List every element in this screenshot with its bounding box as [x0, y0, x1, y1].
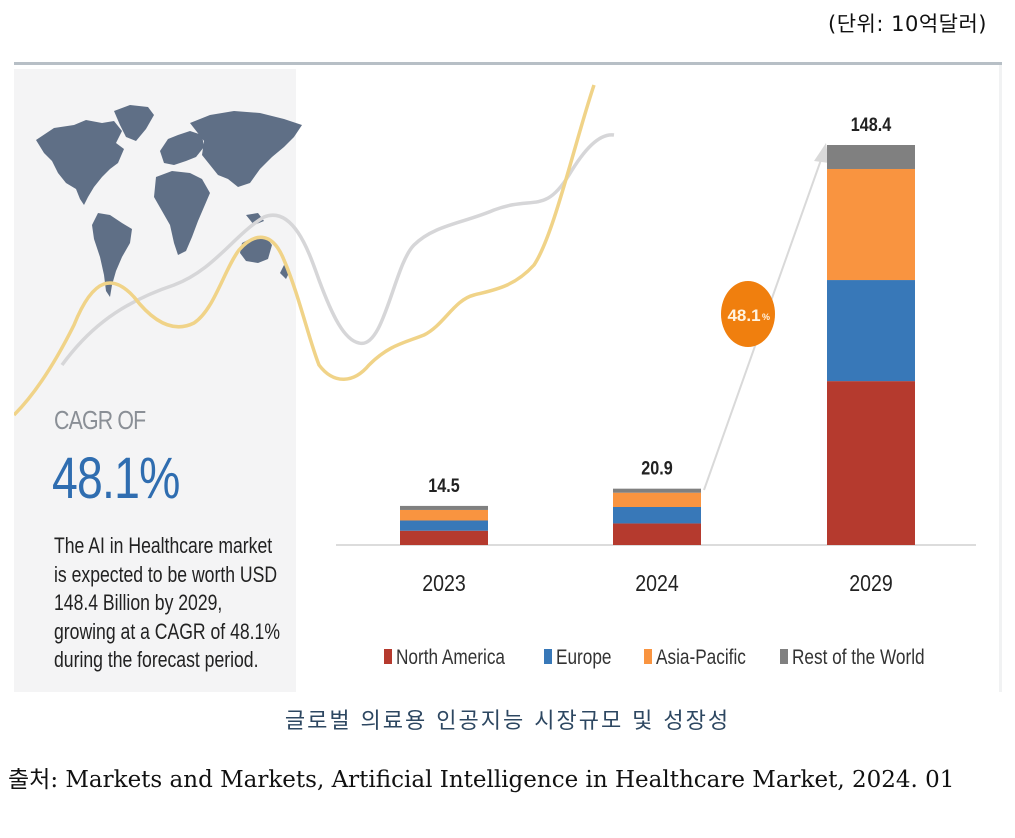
cagr-badge-percent: % [762, 312, 770, 322]
legend-label: North America [396, 647, 505, 670]
bar-segment-asia-pacific-2024 [613, 492, 701, 507]
market-description: The AI in Healthcare market is expected … [54, 532, 310, 675]
description-line: The AI in Healthcare market [54, 533, 273, 558]
x-tick-2023: 2023 [422, 571, 465, 597]
legend-swatch [644, 649, 652, 664]
bar-segment-north-america-2023 [400, 530, 488, 545]
bar-segment-north-america-2024 [613, 523, 701, 545]
legend-swatch [544, 649, 552, 664]
legend: North America Europe Asia-Pacific Rest of t… [384, 647, 925, 670]
source-citation: 출처: Markets and Markets, Artificial Inte… [8, 767, 955, 793]
description-line: 148.4 Billion by 2029, [54, 590, 223, 615]
cagr-badge-circle [721, 281, 775, 347]
bar-segment-asia-pacific-2023 [400, 509, 488, 521]
legend-swatch [384, 649, 392, 664]
bar-segment-europe-2024 [613, 506, 701, 524]
map-australia [240, 237, 272, 263]
cagr-badge-text: 48.1 [727, 306, 760, 325]
growth-arrow-head [814, 143, 829, 163]
bar-segment-north-america-2029 [827, 381, 915, 545]
legend-item-europe: Europe [544, 647, 611, 670]
legend-label: Europe [556, 647, 611, 670]
x-tick-2024: 2024 [635, 571, 679, 597]
map-greenland [114, 105, 154, 141]
legend-item-north-america: North America [384, 647, 505, 670]
bar-segment-rest-of-the-world-2023 [400, 505, 488, 510]
legend-label: Asia-Pacific [656, 647, 746, 670]
bar-segment-asia-pacific-2029 [827, 168, 915, 281]
description-line: is expected to be worth USD [54, 561, 278, 587]
figure-caption: 글로벌 의료용 인공지능 시장규모 및 성장성 [284, 709, 731, 734]
map-islands [246, 213, 290, 279]
map-africa [154, 171, 210, 255]
unit-label: (단위: 10억달러) [828, 12, 987, 36]
decorative-curve-gold [14, 84, 596, 417]
map-europe [160, 131, 204, 165]
cagr-label: CAGR OF [54, 405, 146, 435]
map-asia [190, 111, 302, 187]
total-label-2029: 148.4 [851, 114, 892, 136]
x-tick-labels: 2023 2024 2029 [422, 571, 892, 597]
description-line: growing at a CAGR of 48.1% [54, 618, 280, 644]
bar-segment-rest-of-the-world-2029 [827, 145, 915, 169]
bar-segment-rest-of-the-world-2024 [613, 488, 701, 493]
legend-item-rest-of-the-world: Rest of the World [780, 647, 925, 670]
bar-segment-europe-2023 [400, 520, 488, 531]
cagr-badge: 48.1 % [721, 281, 775, 347]
cagr-value: 48.1% [52, 446, 180, 511]
infographic-figure: 14.5 20.9 148.4 2023 2024 2029 48.1 % North … [14, 62, 1002, 692]
bar-segment-europe-2029 [827, 280, 915, 382]
legend-label: Rest of the World [792, 647, 925, 670]
chart-svg: 14.5 20.9 148.4 2023 2024 2029 48.1 % North … [14, 84, 976, 670]
total-labels: 14.5 20.9 148.4 [428, 114, 891, 496]
legend-item-asia-pacific: Asia-Pacific [644, 647, 746, 670]
world-map-icon [36, 105, 302, 297]
bars-group [400, 145, 915, 545]
x-tick-2029: 2029 [849, 571, 892, 597]
map-south-america [92, 213, 132, 297]
description-line: during the forecast period. [54, 647, 259, 672]
legend-swatch [780, 649, 788, 664]
total-label-2023: 14.5 [428, 475, 460, 497]
total-label-2024: 20.9 [641, 457, 673, 479]
figure-border [999, 65, 1002, 692]
decorative-curve-gray [60, 133, 615, 367]
map-north-america [36, 120, 124, 205]
